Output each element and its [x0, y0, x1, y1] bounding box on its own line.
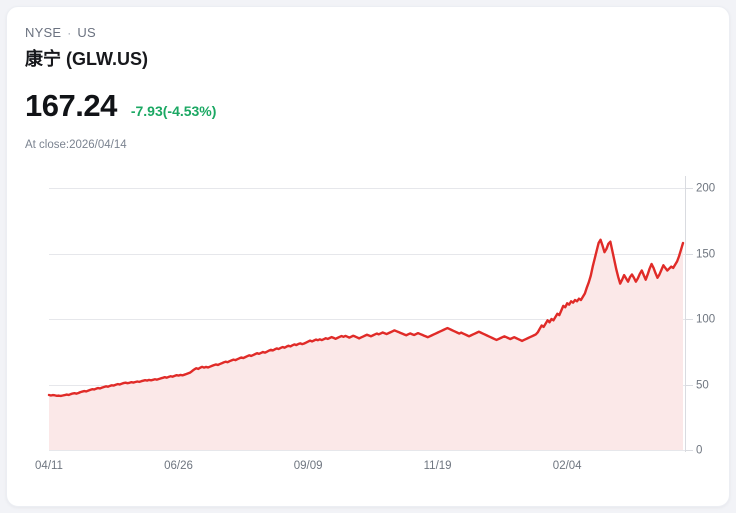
stock-quote-card: NYSE · US 康宁 (GLW.US) 167.24 -7.93(-4.53…: [6, 6, 730, 507]
x-axis-tick-label: 06/26: [164, 460, 193, 472]
y-axis-tick-label: 50: [696, 380, 709, 392]
chart-series-line: [47, 238, 685, 398]
y-axis-tick-label: 150: [696, 249, 715, 261]
x-axis-tick-label: 11/19: [424, 460, 452, 472]
exchange-name: NYSE: [25, 25, 62, 40]
exchange-region: US: [77, 25, 96, 40]
company-name-and-ticker: 康宁 (GLW.US): [25, 49, 148, 69]
series-area: [49, 239, 683, 450]
chart-area-fill: [49, 239, 683, 450]
chart-x-axis-labels: 04/11 06/26 09/09 11/19 02/04: [35, 460, 582, 472]
exchange-line: NYSE · US: [25, 25, 729, 41]
price-chart[interactable]: 0 50 100 150 200 04/11 06/26 09/09 11/19 02/04: [7, 172, 730, 492]
last-price: 167.24: [25, 88, 117, 123]
x-axis-tick-label: 02/04: [553, 460, 582, 472]
close-timestamp: At close:2026/04/14: [25, 139, 127, 151]
chart-y-axis-labels: 0 50 100 150 200: [696, 183, 715, 457]
series-line-path: [47, 238, 685, 398]
y-axis-tick-label: 100: [696, 314, 715, 326]
y-axis-tick-label: 0: [696, 445, 702, 457]
price-change: -7.93(-4.53%): [130, 103, 217, 119]
exchange-separator: ·: [67, 26, 72, 40]
x-axis-tick-label: 04/11: [35, 460, 63, 472]
price-chart-svg[interactable]: 0 50 100 150 200 04/11 06/26 09/09 11/19 02/04: [7, 172, 730, 492]
price-row: 167.24 -7.93(-4.53%): [25, 89, 729, 123]
x-axis-tick-label: 09/09: [294, 460, 323, 472]
y-axis-tick-label: 200: [696, 183, 715, 195]
quote-header: NYSE · US 康宁 (GLW.US) 167.24 -7.93(-4.53…: [7, 7, 729, 152]
